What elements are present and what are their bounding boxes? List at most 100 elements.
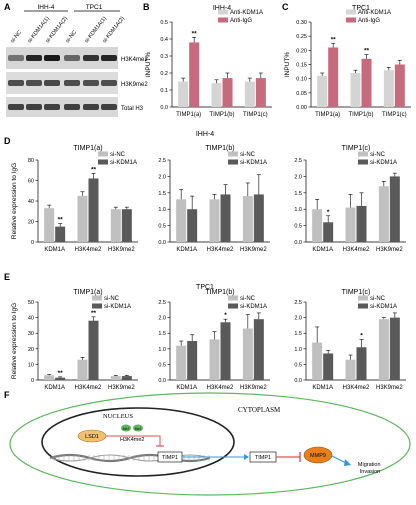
blot-strip-h3k9me2 [6,72,118,94]
section-label-tpc1: TPC1 [196,284,214,291]
significance-mark: ** [91,310,97,317]
bar [55,377,66,380]
y-tick-label: 0.00 [296,105,307,111]
y-tick-label: 1.5 [158,191,166,197]
bar [187,341,198,380]
significance-mark: ** [192,30,198,37]
y-tick-label: 0.20 [296,48,307,54]
x-tick-label: KDM1A [176,247,197,253]
x-tick-label: H3K9me2 [108,247,135,253]
chart-title: TIMP1(c) [342,145,371,152]
blot-band [44,80,60,86]
x-tick-label: TIMP1(c) [382,112,407,118]
y-tick-label: 30 [28,331,34,337]
legend-label: si-NC [104,296,120,302]
y-axis-label: Relative expression to IgG [11,303,18,379]
legend-swatch [98,159,108,165]
chart-e1: TIMP1(a) 0 10 20 30 40 50 Relative expression t… [11,289,138,391]
chart-title: TPC1 [352,5,370,12]
timp1-protein-label: TIMP1 [255,455,271,461]
y-tick-label: 0.0 [158,378,166,384]
bar [244,81,255,107]
y-tick-label: 0.5 [294,224,302,230]
band-label-total-h3: Total H3 [121,106,144,112]
lane-label: si-NC [65,30,78,45]
chart-e3: TIMP1(c) 0.0 0.5 1.0 1.5 2.0 2.5 KDM1A * H3K4me2 H… [294,289,406,391]
bar [176,345,187,380]
y-tick-label: 1.5 [158,331,166,337]
lane-labels: si-NC si-KDM1A(1) si-KDM1A(2) si-NC si-K… [10,16,126,45]
x-tick-label: TIMP1(a) [315,112,340,118]
cytoplasm-label: CYTOPLASM [238,406,281,414]
panel-letter-a: A [4,2,11,12]
bar [55,226,66,242]
bar [242,196,253,242]
significance-mark: * [360,332,363,339]
chart-title: TIMP1(b) [205,289,234,296]
bar [121,209,132,242]
blot-strip-total-h3 [6,97,118,117]
blot-band [83,104,99,110]
legend-swatch [218,9,228,15]
significance-mark: ** [58,217,64,224]
bar [389,317,400,380]
bar [378,186,389,242]
y-tick-label: 0.5 [158,362,166,368]
y-tick-label: 2.0 [294,316,302,322]
legend-label: si-NC [240,152,256,158]
blot-band [8,104,24,110]
chart-title: TIMP1(b) [205,145,234,152]
y-tick-label: 0.25 [296,34,307,40]
x-tick-label: H3K9me2 [240,385,267,391]
lane-label: si-NC [10,30,23,45]
me2-mark [121,424,131,432]
bar [77,359,88,380]
legend-swatch [358,303,368,309]
x-tick-label: H3K4me2 [343,385,370,391]
blot-band [83,80,99,86]
y-axis-label: INPUT% [284,52,291,78]
y-tick-label: 0.3 [160,54,168,60]
bar [44,208,55,242]
chart-d1: TIMP1(a) 0 20 40 60 80 Relative expression to … [11,145,138,253]
y-tick-label: 60 [28,179,34,185]
legend-swatch [346,9,356,15]
x-tick-label: H3K4me2 [207,247,234,253]
y-tick-label: 0.15 [296,63,307,69]
y-tick-label: 20 [28,220,34,226]
me2-label: Me2 [123,427,130,431]
legend-label: Anti-KDM1A [230,10,263,16]
legend-label: si-KDM1A [240,160,267,166]
bar [328,47,339,107]
legend-label: si-KDM1A [240,304,267,310]
legend-swatch [346,17,356,23]
significance-mark: ** [91,166,97,173]
y-tick-label: 10 [28,362,34,368]
x-tick-label: KDM1A [44,385,65,391]
blot-band [8,80,24,86]
panel-letter-f: F [4,390,10,400]
significance-mark: ** [331,36,337,43]
y-tick-label: 20 [28,347,34,353]
y-tick-label: 2.0 [158,174,166,180]
bar [323,222,334,242]
bar [378,319,389,380]
bar [220,322,231,380]
chart-d3: TIMP1(c) 0.0 0.5 1.0 1.5 2.0 2.5 * KDM1A H3K4me2 H… [294,145,406,253]
bar [209,199,220,242]
chart-d2: TIMP1(b) 0.0 0.5 1.0 1.5 2.0 2.5 KDM1A H3K4me2 H3… [158,145,270,253]
legend-label: si-KDM1A [110,160,137,166]
x-tick-label: KDM1A [312,385,333,391]
chart-title: TIMP1(a) [73,145,102,152]
y-tick-label: 0.5 [160,20,168,26]
western-blot: IHH-4 TPC1 si-NC si-KDM1A(1) si-KDM1A(2)… [6,4,148,117]
significance-mark: * [224,312,227,319]
blot-band [83,55,99,61]
blot-band [8,55,24,61]
mmp9-protein [303,446,333,464]
panel-letter-d: D [4,136,11,146]
legend-swatch [228,159,238,165]
bar [317,75,328,107]
y-tick-label: 2.5 [158,300,166,306]
x-tick-label: H3K9me2 [108,385,135,391]
